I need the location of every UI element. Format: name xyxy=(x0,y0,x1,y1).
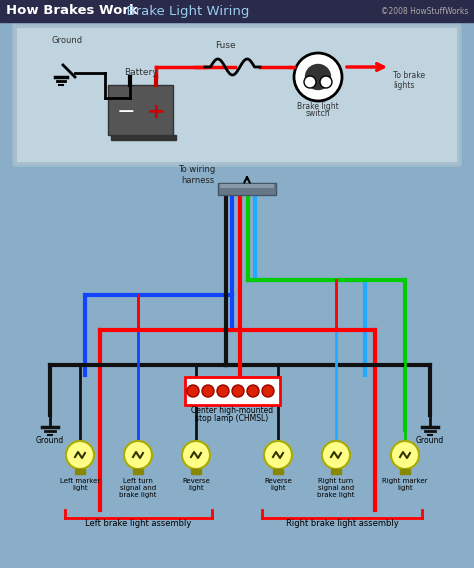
Text: Brake Light Wiring: Brake Light Wiring xyxy=(118,5,249,18)
Circle shape xyxy=(182,441,210,469)
Bar xyxy=(0,0,474,22)
Bar xyxy=(133,469,143,474)
Text: Ground: Ground xyxy=(52,36,82,45)
Text: Center high-mounted: Center high-mounted xyxy=(191,406,273,415)
Text: Right marker
light: Right marker light xyxy=(382,478,428,491)
Text: −: − xyxy=(117,102,135,122)
Text: Reverse
light: Reverse light xyxy=(182,478,210,491)
Circle shape xyxy=(294,53,342,101)
Text: To brake
lights: To brake lights xyxy=(393,71,425,90)
Circle shape xyxy=(262,385,274,397)
Bar xyxy=(108,85,173,135)
Circle shape xyxy=(304,76,316,88)
Bar xyxy=(220,184,274,188)
Text: Left marker
light: Left marker light xyxy=(60,478,100,491)
Circle shape xyxy=(391,441,419,469)
Text: Battery: Battery xyxy=(124,68,157,77)
Text: Left brake light assembly: Left brake light assembly xyxy=(85,519,191,528)
Text: +: + xyxy=(146,102,165,122)
Circle shape xyxy=(217,385,229,397)
Circle shape xyxy=(187,385,199,397)
Circle shape xyxy=(66,441,94,469)
Text: Ground: Ground xyxy=(36,436,64,445)
Text: Brake light: Brake light xyxy=(297,102,339,111)
Bar xyxy=(111,135,176,140)
Text: switch: switch xyxy=(306,109,330,118)
Text: stop lamp (CHMSL): stop lamp (CHMSL) xyxy=(195,414,269,423)
Text: Right turn
signal and
brake light: Right turn signal and brake light xyxy=(317,478,355,498)
Text: Reverse
light: Reverse light xyxy=(264,478,292,491)
Bar xyxy=(191,469,201,474)
Bar xyxy=(185,377,280,405)
Circle shape xyxy=(202,385,214,397)
Circle shape xyxy=(124,441,152,469)
Text: Left turn
signal and
brake light: Left turn signal and brake light xyxy=(119,478,157,498)
Bar xyxy=(273,469,283,474)
Text: How Brakes Work: How Brakes Work xyxy=(6,5,138,18)
Circle shape xyxy=(264,441,292,469)
Bar xyxy=(75,469,85,474)
Circle shape xyxy=(320,76,332,88)
Text: Fuse: Fuse xyxy=(215,41,235,50)
Bar xyxy=(400,469,410,474)
FancyBboxPatch shape xyxy=(17,28,457,162)
Text: Right brake light assembly: Right brake light assembly xyxy=(286,519,398,528)
Text: ©2008 HowStuffWorks: ©2008 HowStuffWorks xyxy=(381,6,468,15)
Bar xyxy=(218,183,276,195)
Text: Ground: Ground xyxy=(416,436,444,445)
Text: To wiring
harness: To wiring harness xyxy=(178,165,215,185)
Circle shape xyxy=(232,385,244,397)
Bar xyxy=(331,469,341,474)
FancyBboxPatch shape xyxy=(13,24,461,166)
Circle shape xyxy=(247,385,259,397)
Circle shape xyxy=(322,441,350,469)
Circle shape xyxy=(305,64,331,90)
